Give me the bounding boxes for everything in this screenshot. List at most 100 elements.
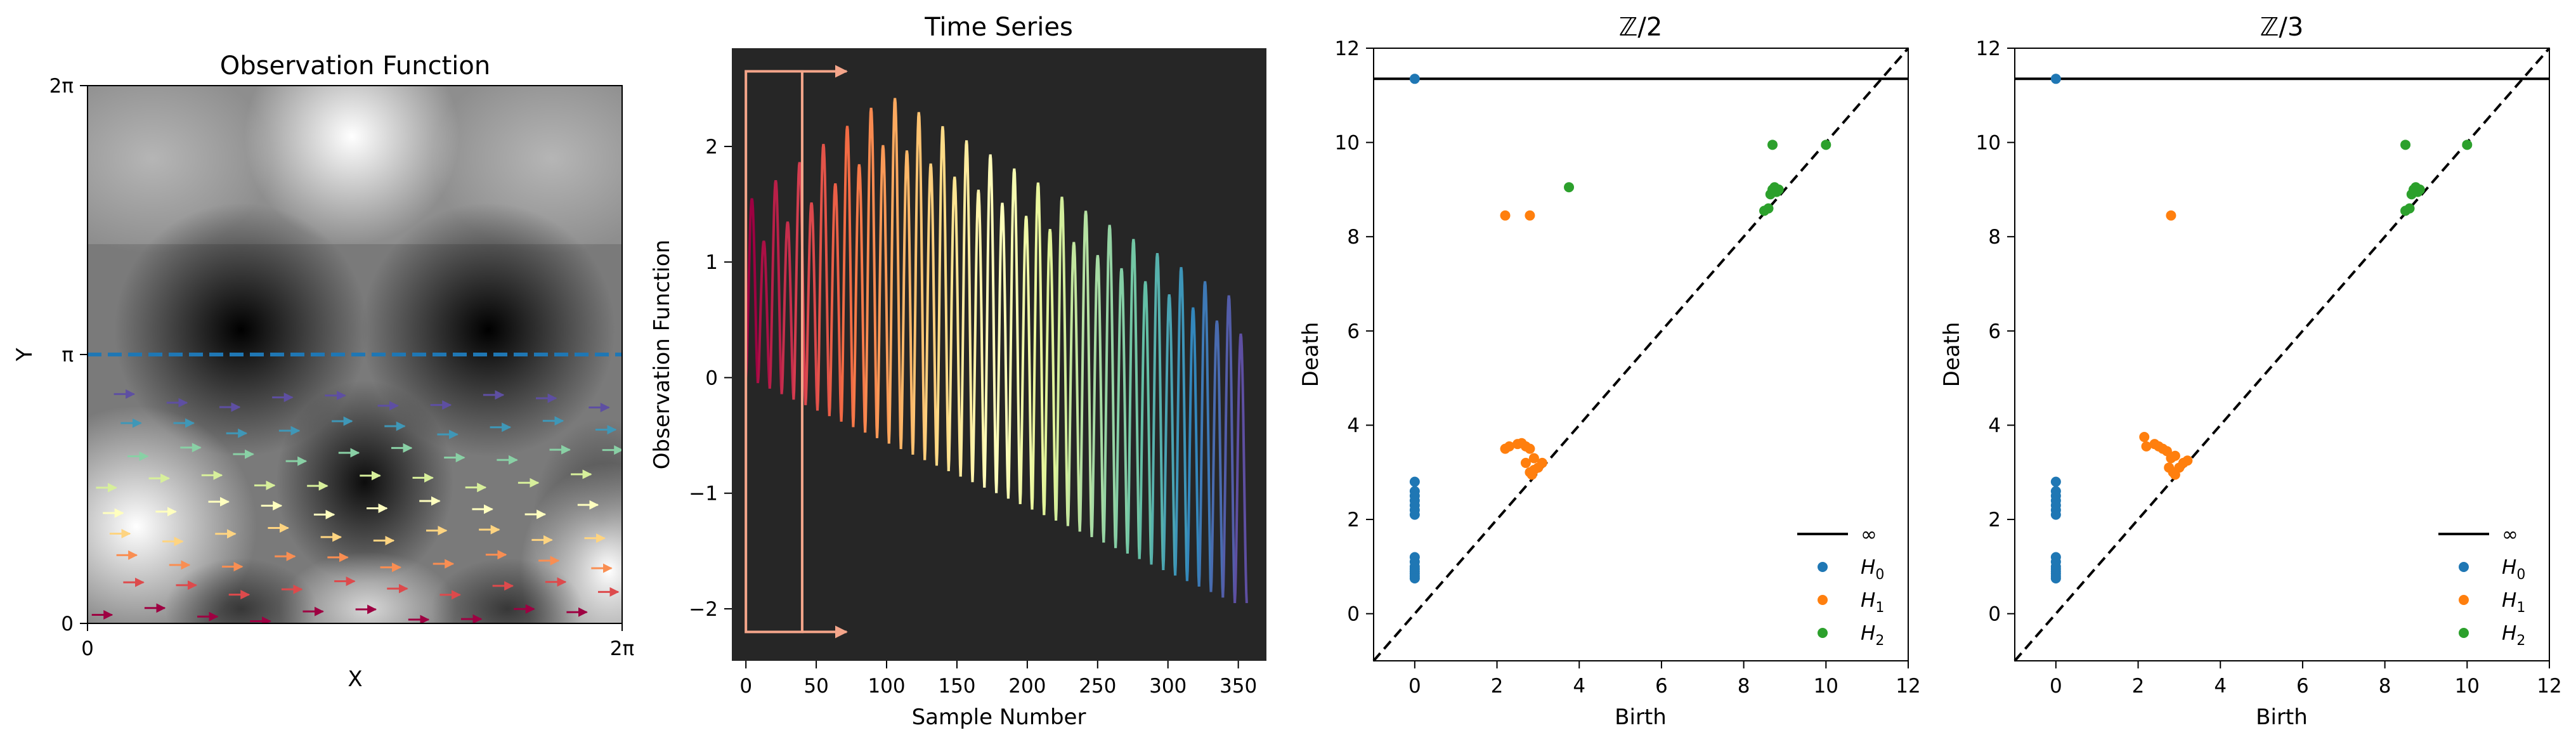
point-h2 [1763, 203, 1774, 214]
point-h2 [2406, 189, 2417, 200]
y-tick-label: 2 [1988, 509, 2001, 531]
x-tick-label: 6 [1655, 675, 1668, 698]
time-series-lines [745, 98, 1248, 603]
point-h0 [1409, 74, 1420, 84]
y-tick-label: 10 [1335, 132, 1360, 155]
series-segment [899, 150, 914, 455]
arrow-field [91, 389, 622, 623]
point-h0 [1409, 476, 1420, 487]
y-tick-label: 10 [1976, 132, 2001, 155]
panel-time-series: 0 50 100 150 200 250 300 350 −2 −1 0 1 2 Time Series… [649, 13, 1266, 730]
series-segment [1209, 320, 1225, 598]
series-segment [983, 154, 998, 493]
point-h1 [1504, 441, 1514, 452]
series-segment [1174, 267, 1188, 582]
x-tick-label: 12 [2537, 675, 2561, 698]
x-tick-label: 200 [1008, 675, 1046, 698]
series-segment [971, 190, 986, 488]
highlight-rect [745, 70, 803, 634]
point-h2 [1767, 140, 1778, 150]
point-h2 [1765, 189, 1776, 200]
legend-swatch [2459, 562, 2469, 572]
series-segment [1043, 228, 1058, 521]
series-segment [1114, 268, 1129, 554]
series-segment [1233, 333, 1248, 603]
series-segment [768, 180, 783, 394]
x-tick-label: 8 [1738, 675, 1750, 698]
x-tick-label: 4 [1573, 675, 1585, 698]
series-segment [828, 183, 843, 422]
x-tick-label: 2π [610, 637, 634, 660]
point-h1 [1528, 453, 1539, 464]
point-h2 [1564, 182, 1575, 193]
point-h0 [2050, 509, 2061, 520]
x-axis-label: Birth [1615, 705, 1667, 730]
y-tick-label: 2 [1347, 509, 1360, 531]
legend-label: ∞ [2502, 523, 2518, 546]
chart-title: Observation Function [220, 51, 490, 81]
series-segment [1006, 168, 1022, 504]
series-segment [757, 240, 771, 389]
x-tick-label: 150 [938, 675, 975, 698]
point-h2 [2462, 140, 2473, 150]
series-segment [911, 112, 927, 460]
panel-observation-function: 0 2π 0 π 2π Observation Function X Y [12, 51, 634, 692]
series-segment [1197, 281, 1213, 592]
y-tick-label: 4 [1347, 414, 1360, 437]
x-tick-label: 8 [2379, 675, 2391, 698]
legend-label: ∞ [1861, 523, 1877, 546]
y-tick-label: 2π [49, 75, 74, 98]
y-tick-label: 6 [1347, 320, 1360, 343]
series-segment [1162, 294, 1177, 576]
time-series-ticks: 0 50 100 150 200 250 300 350 −2 −1 0 1 2 [689, 136, 1257, 698]
point-h1 [2141, 441, 2152, 452]
x-tick-label: 2 [1491, 675, 1504, 698]
legend-swatch [2459, 595, 2469, 605]
y-tick-label: 8 [1347, 226, 1360, 249]
point-h2 [1821, 140, 1831, 150]
x-tick-label: 0 [739, 675, 752, 698]
point-h1 [2182, 455, 2193, 466]
point-h1 [1520, 457, 1531, 468]
series-segment [995, 202, 1010, 499]
x-tick-label: 50 [803, 675, 828, 698]
heatmap-image [88, 86, 622, 623]
x-tick-label: 0 [1408, 675, 1421, 698]
series-segment [816, 143, 831, 417]
highlight-box [745, 65, 848, 639]
series-segment [1126, 238, 1141, 559]
y-axis-label: Observation Function [649, 240, 675, 469]
legend-swatch [1818, 628, 1828, 638]
point-h2 [2400, 140, 2411, 150]
y-axis-label: Death [1939, 322, 1965, 387]
legend-swatch [2459, 628, 2469, 638]
x-axis-label: Birth [2256, 705, 2308, 730]
point-h0 [2050, 74, 2061, 84]
legend-swatch [1818, 562, 1828, 572]
y-tick-label: 12 [1335, 37, 1360, 60]
point-h1 [2169, 469, 2180, 480]
series-segment [780, 221, 795, 400]
x-tick-label: 2 [2132, 675, 2145, 698]
series-segment [1018, 216, 1034, 510]
series-segment [792, 162, 807, 405]
series-segment [887, 98, 902, 450]
point-h2 [2404, 203, 2415, 214]
y-axis-label: Y [12, 348, 37, 361]
y-tick-label: 8 [1988, 226, 2001, 249]
chart-title: ℤ/2 [1619, 13, 1663, 42]
point-h1 [1525, 443, 1535, 454]
chart-title: Time Series [924, 13, 1073, 42]
y-tick-label: π [62, 344, 74, 367]
x-tick-label: 4 [2214, 675, 2227, 698]
series-segment [876, 145, 890, 444]
x-tick-label: 12 [1896, 675, 1920, 698]
y-tick-label: 2 [705, 136, 718, 159]
y-tick-label: 12 [1976, 37, 2001, 60]
y-tick-label: 0 [1347, 603, 1360, 626]
legend-swatch [1818, 595, 1828, 605]
